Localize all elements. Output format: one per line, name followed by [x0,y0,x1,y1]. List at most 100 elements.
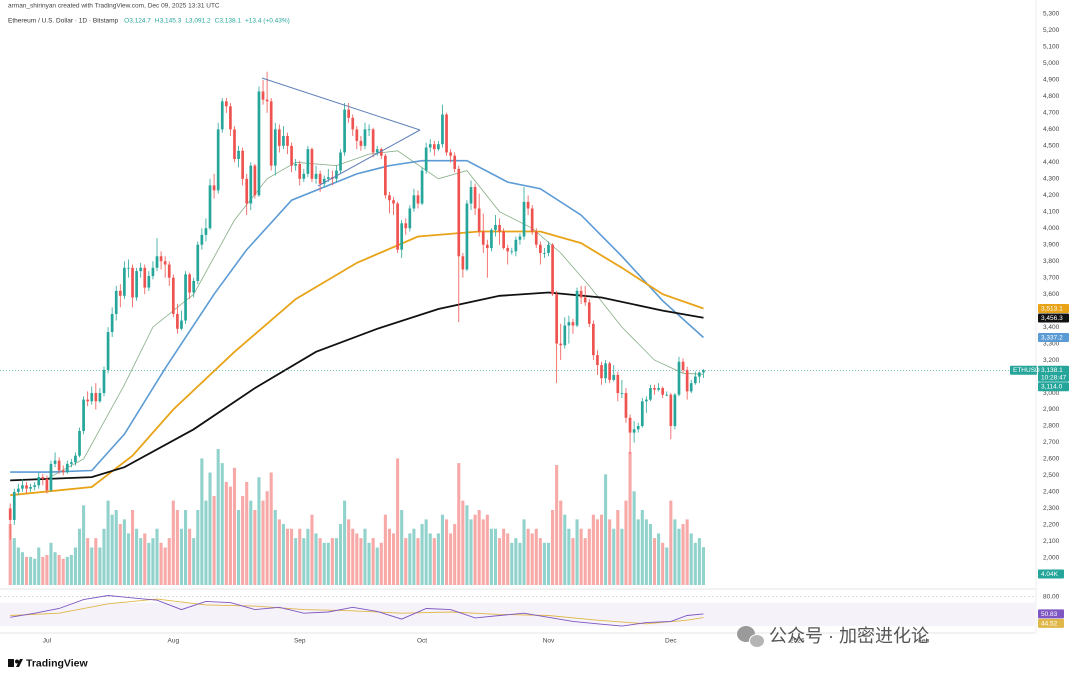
candle-body [412,195,416,209]
volume-bar [57,555,61,585]
volume-bar [363,528,367,585]
candle-body [286,135,289,146]
candle-body [441,114,444,145]
volume-bar [204,500,208,585]
volume-bar [612,528,616,585]
y-tick-label: 2,200 [1043,522,1060,529]
candle-body [575,290,579,326]
volume-bar [126,533,131,585]
volume-bar [281,524,285,585]
volume-bar [530,533,534,585]
price-tag-label: 3,456.3 [1041,315,1063,322]
candle-body [265,99,269,102]
y-tick-label: 3,400 [1043,324,1060,331]
price-tag-label: 10:28:47 [1041,375,1067,382]
price-tag [1038,365,1069,382]
volume-bar [551,510,555,585]
volume-bar [37,547,41,585]
candle-body [282,135,285,146]
moving-average [10,291,704,482]
rsi-tag-label: 44.52 [1041,620,1058,627]
y-tick-label: 5,300 [1043,11,1060,18]
y-tick-label: 5,000 [1043,60,1060,67]
volume-bar [648,524,652,585]
volume-bar [661,542,665,585]
volume-bar [277,519,281,585]
y-tick-label: 3,700 [1043,274,1060,281]
volume-bar [636,519,640,585]
price-tag-label: 3,513.1 [1041,305,1063,312]
y-tick-label: 2,800 [1043,423,1060,430]
volume-bar [481,519,485,585]
candle-body [612,374,616,380]
rsi-tag-label: 50.83 [1041,611,1058,618]
volume-bar [155,528,159,585]
volume-bar [135,528,139,585]
price-tag [1038,332,1069,342]
volume-bar [628,451,632,585]
candle-body [17,488,20,492]
candle-body [233,129,236,160]
candle-body [538,244,542,253]
candle-body [241,150,244,179]
triangle-line [261,77,421,131]
volume-bar [404,538,408,585]
candle-body [273,129,277,166]
volume-bar [45,555,49,585]
candle-body [490,229,493,249]
volume-bar [387,528,391,585]
candle-body [306,149,310,174]
volume-bar [518,542,522,585]
x-tick-label: Sep [294,638,306,645]
symbol-tag-label: ETHUSD [1013,367,1040,374]
candle-body [620,393,624,394]
candle-body [49,463,53,491]
candle-body [592,323,595,356]
volume-bar [391,533,396,585]
candle-body [184,274,187,321]
volume-bar [408,533,412,585]
volume-bar [522,519,526,585]
candle-body [559,343,563,346]
candle-body [571,322,575,326]
volume-bar [232,467,237,585]
volume-bar [461,500,465,585]
volume-bar [624,500,628,585]
candle-body [689,383,693,392]
volume-bar [673,519,677,585]
candle-body [514,239,518,252]
y-tick-label: 3,300 [1043,340,1060,347]
volume-bar [432,538,436,585]
candle-body [428,144,432,148]
volume-tag-label: 4.04K [1041,571,1059,578]
volume-bar [367,542,371,585]
volume-bar [514,538,518,585]
volume-bar [147,542,151,585]
candle-body [294,163,298,166]
candle-body [139,267,143,272]
candle-body [33,485,37,487]
rsi-ma [10,598,704,625]
y-tick-label: 2,100 [1043,538,1060,545]
candle-body [249,165,253,204]
volume-bar [237,510,241,585]
y-tick-label: 4,100 [1043,208,1060,215]
candle-body [551,244,554,295]
candle-body [510,251,514,253]
volume-bar [98,547,102,585]
candle-body [155,256,159,268]
y-tick-label: 2,500 [1043,472,1060,479]
x-tick-label: Oct [417,638,427,645]
candle-body [457,168,461,257]
candle-body [204,228,208,235]
candle-body [176,313,179,329]
volume-bar [693,542,697,585]
volume-bar [208,472,212,585]
y-tick-label: 2,700 [1043,439,1060,446]
volume-bar [82,505,86,585]
volume-bar [314,533,318,585]
volume-bar [681,524,685,585]
candle-body [649,388,652,400]
rsi-tag [1038,618,1064,628]
